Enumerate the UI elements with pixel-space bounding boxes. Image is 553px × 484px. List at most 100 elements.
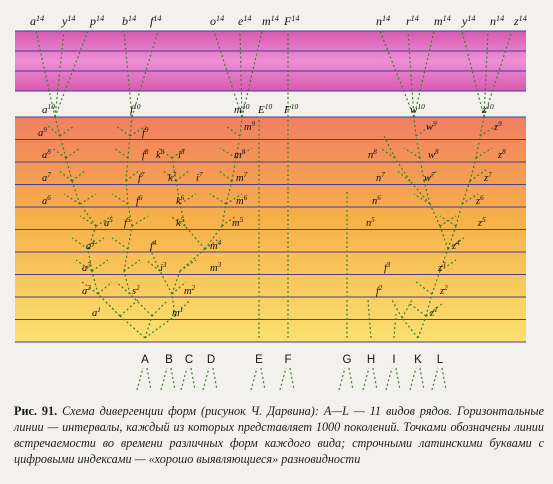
branch-line (127, 135, 131, 159)
tree-variety-label-base: m (244, 122, 252, 133)
branch-line (79, 193, 97, 205)
tree-variety-label-index: 5 (181, 216, 185, 224)
top-variety-label-index: 14 (496, 14, 504, 23)
top-variety-label-index: 14 (96, 14, 104, 23)
top-variety-label-index: 14 (519, 14, 527, 23)
tree-variety-label: i7 (196, 171, 203, 184)
branch-line (59, 135, 67, 159)
branch-line (415, 135, 421, 159)
branch-line (415, 281, 433, 295)
tree-variety-label: f4 (150, 239, 157, 252)
divergence-branches (35, 30, 513, 391)
branch-line (413, 30, 435, 118)
tree-variety-label-base: w (424, 173, 431, 184)
branch-line (239, 116, 243, 137)
tree-variety-label-base: n (368, 150, 373, 161)
tree-variety-label-base: a (42, 150, 47, 161)
top-variety-label-index: 14 (467, 14, 475, 23)
top-variety-label-base: f (150, 14, 155, 28)
tree-variety-label-base: n (366, 218, 371, 229)
tree-variety-label: f3 (384, 261, 391, 274)
tree-variety-label-base: a (92, 308, 97, 319)
tree-variety-label-base: m (236, 196, 244, 207)
branch-line (469, 157, 477, 182)
tree-variety-label: n5 (366, 216, 375, 229)
tree-variety-label: m7 (236, 171, 248, 184)
tree-variety-label: n6 (372, 194, 381, 207)
species-label-D: D (207, 354, 215, 366)
tree-variety-label: k7 (168, 171, 177, 184)
branch-line (475, 147, 493, 159)
branch-line (171, 147, 187, 159)
tree-variety-label-index: 8 (181, 148, 185, 156)
tree-variety-label-index: 2 (444, 284, 448, 292)
branch-line (129, 293, 153, 317)
branch-line (119, 315, 146, 339)
branch-line (338, 367, 346, 391)
tree-variety-label-base: k (176, 196, 181, 207)
tree-variety-label-index: 6 (47, 194, 51, 202)
branch-line (57, 169, 73, 182)
caption-text-2: — 11 видов рядов. Горизонтальные линии —… (14, 404, 544, 466)
tree-variety-label: s2 (132, 284, 140, 297)
tree-variety-label: m9 (244, 120, 256, 133)
mid-variety-label: m10 (234, 102, 250, 116)
top-variety-label-base: p (89, 14, 96, 28)
tree-variety-label-base: f (138, 173, 143, 184)
branch-line (145, 259, 161, 272)
tree-variety-label-index: 9 (252, 120, 256, 128)
top-variety-label-index: 14 (443, 14, 451, 23)
top-variety-label-index: 14 (291, 14, 299, 23)
branch-line (79, 215, 97, 227)
tree-variety-label: f8 (142, 148, 149, 161)
branch-line (103, 299, 121, 317)
species-label-A: A (141, 354, 149, 366)
branch-line (111, 193, 129, 205)
top-variety-label: m14 (434, 14, 451, 28)
tree-variety-label-index: 8 (161, 148, 165, 156)
tree-variety-label-index: 5 (482, 216, 486, 224)
branch-line (367, 299, 372, 339)
top-variety-label-base: n (376, 14, 382, 28)
branch-line (54, 30, 65, 118)
top-variety-label-base: y (461, 14, 468, 28)
tree-variety-label: f5 (124, 216, 131, 229)
branch-line (372, 367, 378, 391)
top-variety-label: n14 (376, 14, 390, 28)
tree-variety-label-index: 7 (47, 171, 51, 179)
tree-variety-label-base: a (82, 286, 87, 297)
tree-variety-label-index: 2 (192, 284, 196, 292)
tree-variety-label-base: m (232, 218, 240, 229)
tree-variety-label-index: 1 (97, 306, 101, 314)
tree-variety-label-base: f (136, 196, 141, 207)
top-variety-label: e14 (238, 14, 251, 28)
tree-variety-label: n7 (376, 171, 385, 184)
branch-line (407, 30, 415, 118)
tree-variety-label-index: 1 (434, 306, 438, 314)
tree-variety-label-base: n (372, 196, 377, 207)
mid-variety-label: f10 (130, 102, 141, 116)
tree-variety-label-index: 6 (480, 194, 484, 202)
branch-line (217, 169, 233, 182)
branch-line (379, 30, 415, 118)
species-label-B: B (165, 354, 173, 366)
branch-line (483, 30, 489, 118)
branch-line (131, 30, 159, 118)
tree-variety-label-base: n (376, 173, 381, 184)
tree-variety-label: m4 (210, 239, 222, 252)
tree-variety-label-index: 5 (371, 216, 375, 224)
tree-variety-label: z1 (429, 306, 438, 319)
top-variety-label-index: 14 (216, 14, 224, 23)
mid-variety-label-index: 10 (291, 102, 299, 111)
branch-line (423, 169, 439, 182)
branch-line (179, 203, 186, 227)
tree-variety-label: z7 (483, 171, 492, 184)
top-variety-label-index: 14 (36, 14, 44, 23)
branch-line (479, 125, 497, 137)
tree-variety-label-base: m (184, 286, 192, 297)
tree-variety-label-index: 2 (136, 284, 140, 292)
tree-variety-label-base: f (384, 263, 389, 274)
tree-variety-label-base: s (132, 286, 136, 297)
top-variety-label-base: m (434, 14, 443, 28)
tree-variety-label-index: 9 (433, 120, 437, 128)
